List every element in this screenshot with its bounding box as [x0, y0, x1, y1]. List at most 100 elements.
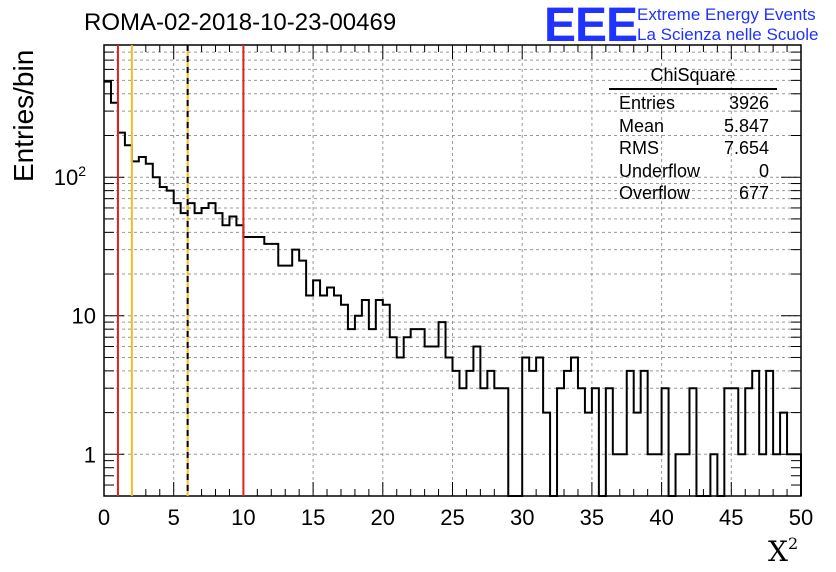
stats-row-overflow: Overflow 677: [619, 183, 769, 203]
histogram-bin: [167, 191, 174, 496]
histogram-bin: [689, 388, 696, 496]
histogram-bin: [181, 213, 188, 496]
histogram-bin: [662, 388, 669, 496]
histogram-bin: [522, 357, 529, 496]
histogram-bin: [292, 250, 299, 496]
logo-line-2: La Scienza nelle Scuole: [637, 25, 819, 44]
histogram-bin: [334, 296, 341, 496]
eee-logo: EEE: [544, 0, 638, 52]
histogram-bin: [494, 388, 501, 496]
histogram-bin: [578, 388, 585, 496]
histogram-bin: [278, 266, 285, 496]
stats-row-underflow: Underflow 0: [619, 160, 769, 181]
stats-row-mean: Mean 5.847: [619, 115, 769, 136]
chart-title: ROMA-02-2018-10-23-00469: [84, 9, 397, 36]
y-axis-label: Entries/bin: [8, 49, 39, 182]
histogram-bin: [285, 266, 292, 496]
histogram-bin: [160, 187, 167, 496]
histogram-bin: [257, 237, 264, 496]
histogram-bin: [648, 454, 655, 496]
histogram-bin: [592, 388, 599, 496]
logo-line-1: Extreme Energy Events: [637, 5, 816, 24]
x-tick-label: 25: [440, 505, 464, 530]
x-tick-label: 10: [231, 505, 255, 530]
histogram-bin: [466, 371, 473, 496]
histogram-bin: [146, 164, 153, 496]
histogram-bin: [627, 371, 634, 496]
stats-row-entries: Entries 3926: [619, 93, 769, 113]
histogram-bin: [299, 261, 306, 496]
x-tick-label: 45: [719, 505, 743, 530]
histogram-bin: [773, 454, 780, 496]
histogram-bin: [243, 237, 250, 496]
histogram-bin: [195, 213, 202, 496]
x-axis-label: X2: [768, 534, 799, 568]
histogram-bin: [432, 346, 439, 496]
x-tick-label: 40: [649, 505, 673, 530]
x-tick-label: 50: [789, 505, 813, 530]
histogram-bin: [473, 346, 480, 496]
stats-box: ChiSquare Entries 3926 Mean 5.847 RMS 7.654…: [609, 65, 777, 205]
histogram-bin: [174, 203, 181, 496]
histogram-bin: [320, 296, 327, 496]
histogram-bin: [404, 337, 411, 496]
histogram-bin: [209, 203, 216, 496]
histogram-bin: [683, 454, 690, 496]
x-tick-label: 35: [580, 505, 604, 530]
histogram-bin: [620, 454, 627, 496]
x-tick-label: 20: [371, 505, 395, 530]
histogram-bin: [327, 287, 334, 496]
histogram-bin: [480, 388, 487, 496]
histogram-bin: [188, 203, 195, 496]
histogram-bin: [355, 316, 362, 496]
histogram-bin: [250, 237, 257, 496]
histogram-bin: [745, 388, 752, 496]
histogram-bin: [710, 454, 717, 496]
histogram-bin: [613, 454, 620, 496]
histogram-outline: [104, 80, 802, 497]
x-tick-label: 15: [301, 505, 325, 530]
histogram-bin: [306, 296, 313, 496]
histogram-bin: [104, 82, 111, 496]
x-tick-label: 30: [510, 505, 534, 530]
x-tick-label: 5: [168, 505, 180, 530]
histogram-bin: [216, 213, 223, 496]
histogram-bin: [439, 322, 446, 496]
histogram-bin: [153, 177, 160, 496]
histogram-bin: [536, 357, 543, 496]
histogram-bin: [529, 371, 536, 496]
histogram-bin: [738, 454, 745, 496]
stats-row-rms: RMS 7.654: [619, 138, 769, 158]
y-tick-label: 1: [84, 442, 96, 467]
histogram-bin: [459, 388, 466, 496]
histogram-bin: [264, 244, 271, 496]
histogram-bin: [724, 388, 731, 496]
histogram-bin: [766, 371, 773, 496]
histogram-bin: [397, 357, 404, 496]
histogram-bin: [564, 371, 571, 496]
histogram-bin: [487, 371, 494, 496]
histogram-bin: [341, 305, 348, 496]
y-tick-label: 102: [54, 163, 86, 190]
histogram-bin: [655, 454, 662, 496]
histogram-bin: [641, 371, 648, 496]
histogram-bin: [383, 305, 390, 496]
histogram-bin: [676, 454, 683, 496]
histogram-bin: [390, 337, 397, 496]
y-tick-label: 10: [72, 304, 96, 329]
x-tick-label: 0: [98, 505, 110, 530]
histogram-bin: [202, 208, 209, 496]
histogram-bin: [446, 357, 453, 496]
histogram-bin: [222, 225, 229, 496]
histogram-bin: [606, 388, 613, 496]
histogram-bin: [118, 133, 125, 496]
histogram-bin: [125, 145, 132, 496]
histogram-bin: [557, 388, 564, 496]
histogram-bin: [271, 244, 278, 496]
histogram-bin: [111, 103, 118, 496]
histogram-bin: [752, 371, 759, 496]
histogram-bin: [759, 454, 766, 496]
histogram-bin: [453, 371, 460, 496]
histogram-bin: [731, 388, 738, 496]
